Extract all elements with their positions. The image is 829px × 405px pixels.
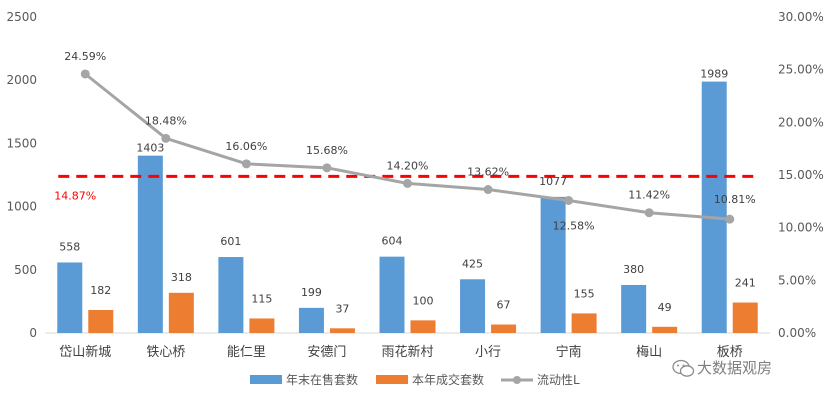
data-label-on-sale: 380	[623, 263, 644, 276]
data-label-liquidity: 11.42%	[628, 189, 670, 202]
bars	[57, 81, 758, 334]
y-right-tick-label: 15.00%	[778, 168, 824, 182]
bar-on-sale	[621, 284, 647, 333]
data-label-transacted: 182	[90, 284, 111, 297]
y-right-tick-label: 25.00%	[778, 63, 824, 77]
x-category-label: 能仁里	[227, 345, 266, 360]
liquidity-point	[161, 133, 171, 143]
bar-on-sale	[540, 196, 566, 333]
line-series-group	[80, 69, 735, 224]
reference-line-label: 14.87%	[54, 189, 96, 202]
data-label-on-sale: 1077	[539, 175, 567, 188]
bar-transacted	[88, 309, 114, 333]
y-right-tick-label: 30.00%	[778, 10, 824, 24]
data-labels: 558 182 1403 318 601 115 199 37 604 100 425 67 1077 1…	[59, 50, 755, 315]
bar-transacted	[732, 302, 758, 333]
data-label-liquidity: 13.62%	[467, 166, 509, 179]
y-right-tick-label: 5.00%	[778, 273, 816, 287]
bar-transacted	[571, 313, 597, 333]
liquidity-point	[483, 185, 493, 195]
liquidity-point	[403, 178, 412, 188]
y-left-tick-label: 1500	[6, 136, 37, 150]
x-category-label: 安德门	[307, 345, 346, 360]
bar-transacted	[249, 318, 275, 333]
reference-line-group: 14.87%	[54, 174, 757, 202]
bar-transacted	[652, 326, 678, 333]
axes: 0 500 1000 1500 2000 2500 0.00% 5.00% 10.00% 15.0…	[6, 10, 823, 360]
data-label-liquidity: 14.20%	[387, 159, 429, 172]
data-label-on-sale: 558	[59, 240, 80, 253]
y-left-tick-label: 500	[14, 263, 37, 277]
data-label-transacted: 67	[497, 299, 511, 312]
x-category-label: 板桥	[717, 345, 743, 360]
data-label-liquidity: 18.48%	[145, 114, 187, 127]
x-category-label: 铁心桥	[146, 345, 185, 360]
legend-swatch-transacted	[376, 375, 408, 384]
liquidity-point	[644, 208, 654, 218]
liquidity-point	[322, 163, 332, 173]
y-left-tick-label: 2500	[6, 10, 37, 24]
liquidity-point	[80, 69, 90, 79]
bar-transacted	[410, 320, 436, 333]
x-category-label: 宁南	[556, 344, 582, 360]
data-label-transacted: 37	[335, 302, 349, 315]
y-right-tick-label: 0.00%	[778, 326, 816, 340]
legend-label-transacted: 本年成交套数	[412, 372, 484, 387]
y-right-tick-label: 10.00%	[778, 221, 824, 235]
data-label-on-sale: 604	[382, 235, 403, 248]
data-label-transacted: 318	[171, 271, 192, 284]
data-label-transacted: 155	[574, 287, 595, 300]
y-right-tick-label: 20.00%	[778, 115, 824, 129]
data-label-on-sale: 425	[462, 257, 483, 270]
liquidity-point	[725, 214, 735, 224]
data-label-liquidity: 10.81%	[714, 193, 756, 206]
legend-swatch-on-sale	[250, 375, 282, 384]
data-label-liquidity: 16.06%	[225, 140, 267, 153]
data-label-liquidity: 15.68%	[306, 144, 348, 157]
bar-on-sale	[379, 256, 405, 333]
data-label-transacted: 49	[658, 301, 672, 314]
watermark-text: 大数据观房	[697, 359, 772, 377]
wechat-icon	[672, 359, 695, 377]
bar-on-sale	[218, 257, 244, 333]
bar-on-sale	[460, 279, 486, 333]
bar-transacted	[168, 292, 194, 333]
watermark: 大数据观房	[672, 359, 772, 377]
x-category-label: 岱山新城	[59, 344, 111, 360]
x-category-label: 小行	[475, 345, 501, 360]
liquidity-point	[564, 195, 574, 205]
bar-transacted	[491, 324, 517, 333]
bar-on-sale	[137, 155, 163, 333]
data-label-on-sale: 1403	[136, 142, 164, 155]
data-label-transacted: 241	[735, 277, 756, 290]
y-left-tick-label: 0	[29, 326, 37, 340]
data-label-on-sale: 601	[220, 235, 241, 248]
data-label-liquidity: 24.59%	[64, 50, 106, 63]
bar-on-sale	[57, 262, 83, 333]
liquidity-point	[241, 159, 251, 169]
y-left-tick-label: 2000	[6, 73, 37, 87]
x-category-label: 梅山	[636, 345, 662, 360]
data-label-on-sale: 1989	[700, 68, 728, 81]
data-label-liquidity: 12.58%	[553, 219, 595, 232]
bar-on-sale	[298, 307, 324, 333]
data-label-transacted: 115	[251, 292, 272, 305]
legend: 年末在售套数 本年成交套数 流动性L	[250, 372, 580, 387]
legend-marker-liquidity	[513, 376, 521, 384]
y-left-tick-label: 1000	[6, 200, 37, 214]
bar-transacted	[329, 328, 355, 333]
bar-on-sale	[701, 81, 727, 334]
data-label-transacted: 100	[413, 294, 434, 307]
data-label-on-sale: 199	[301, 286, 322, 299]
legend-label-liquidity: 流动性L	[537, 373, 580, 387]
legend-label-on-sale: 年末在售套数	[286, 372, 358, 387]
x-category-label: 雨花新村	[381, 344, 433, 360]
